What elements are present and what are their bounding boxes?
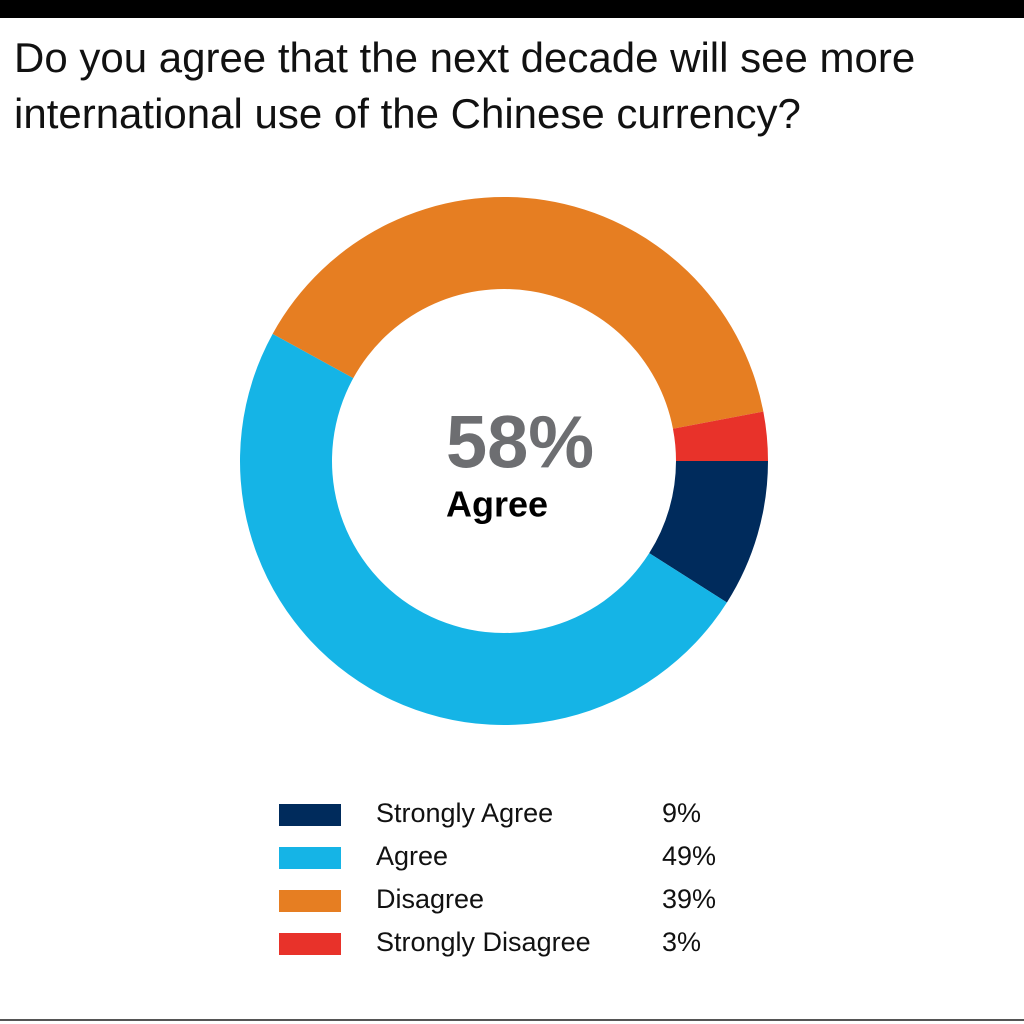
bottom-rule (0, 1019, 1024, 1021)
slice (239, 333, 727, 726)
legend-value: 3% (662, 927, 701, 957)
top-bar (0, 0, 1024, 18)
center-text: Agree (446, 484, 548, 525)
legend-value: 49% (662, 841, 716, 871)
legend-swatch (279, 847, 341, 869)
legend-label: Agree (376, 841, 448, 871)
legend-label: Disagree (376, 884, 484, 914)
legend-swatch (279, 933, 341, 955)
legend-label: Strongly Agree (376, 798, 553, 828)
slice (272, 196, 764, 429)
legend-swatch (279, 890, 341, 912)
legend-swatch (279, 804, 341, 826)
chart-title: Do you agree that the next decade will s… (14, 34, 916, 137)
center-value: 58% (446, 401, 594, 484)
legend-label: Strongly Disagree (376, 927, 591, 957)
slice (649, 461, 768, 603)
legend-value: 9% (662, 798, 701, 828)
legend-value: 39% (662, 884, 716, 914)
slice (672, 411, 768, 461)
